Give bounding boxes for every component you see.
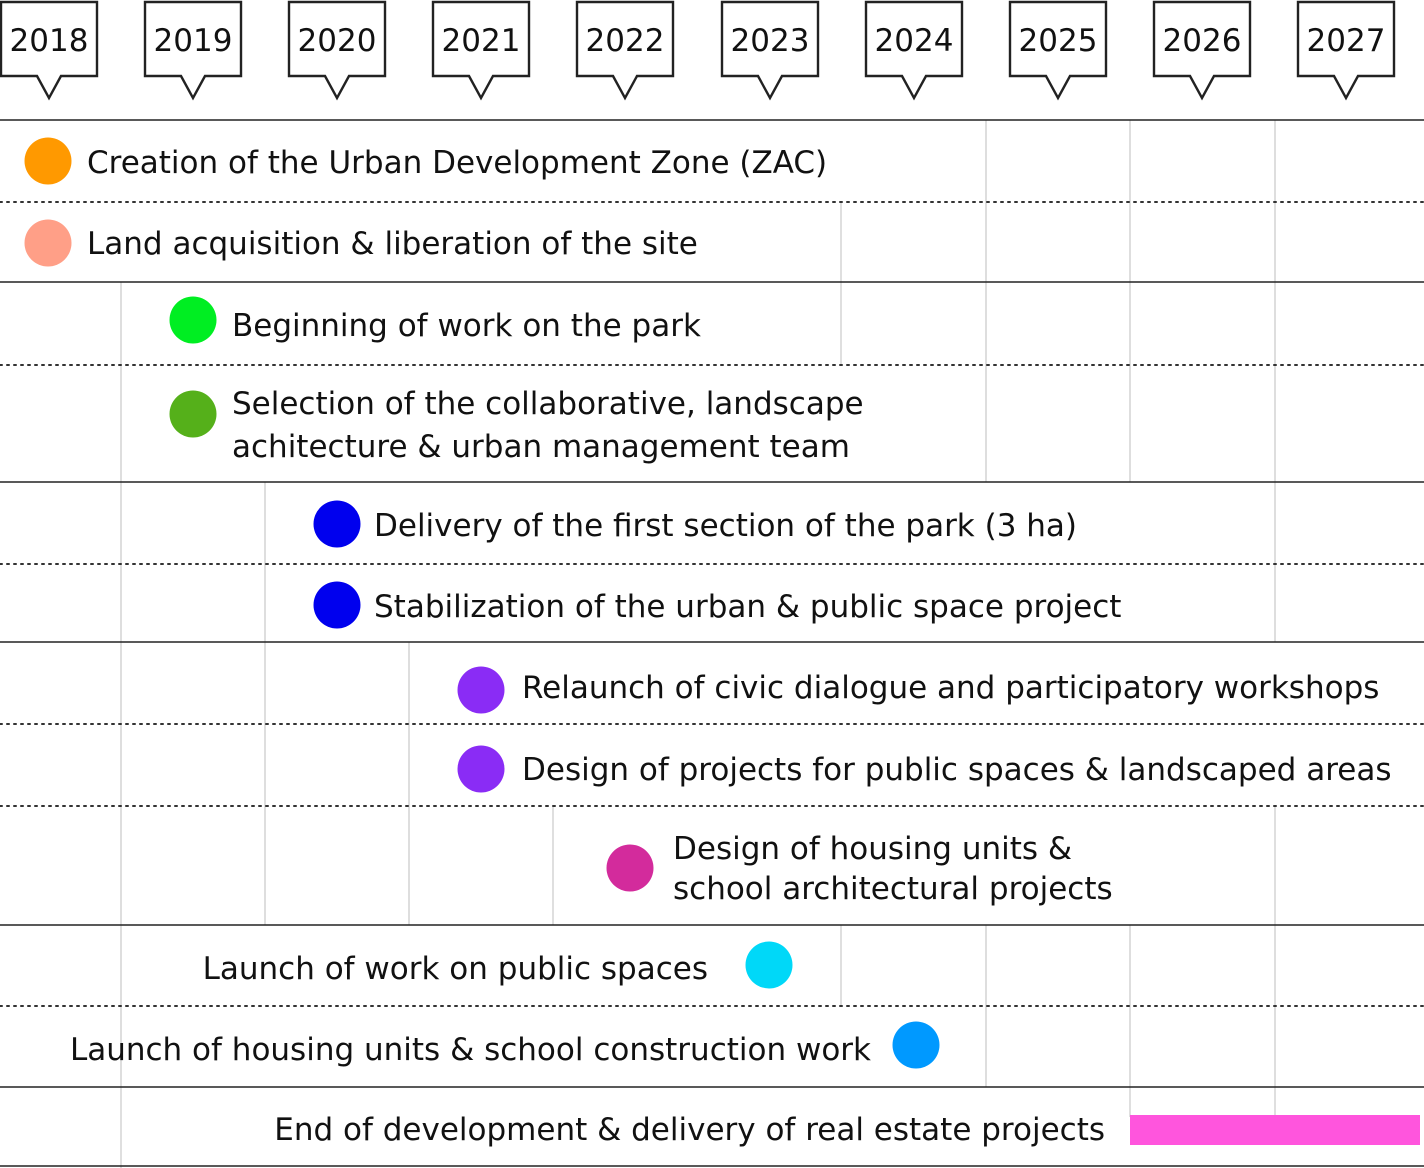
milestone-dot xyxy=(169,390,217,438)
year-marker-2024: 2024 xyxy=(864,0,964,101)
milestone-label: Selection of the collaborative, landscap… xyxy=(232,386,864,422)
year-callout-box xyxy=(1152,0,1252,101)
year-marker-2019: 2019 xyxy=(143,0,243,101)
year-callout-box xyxy=(287,0,387,101)
year-label: 2021 xyxy=(442,23,521,59)
year-label: 2023 xyxy=(731,23,810,59)
year-marker-2025: 2025 xyxy=(1008,0,1108,101)
milestone-row: Selection of the collaborative, landscap… xyxy=(169,386,864,465)
milestone-label: Design of projects for public spaces & l… xyxy=(522,752,1391,788)
year-marker-2020: 2020 xyxy=(287,0,387,101)
milestone-dot xyxy=(457,666,505,714)
milestone-dot xyxy=(745,941,793,989)
milestone-row: Design of housing units & school architec… xyxy=(606,831,1113,907)
year-label: 2024 xyxy=(875,23,954,59)
milestone-dot xyxy=(457,745,505,793)
year-label: 2019 xyxy=(154,23,233,59)
milestone-row: Land acquisition & liberation of the sit… xyxy=(24,219,698,267)
year-callout-box xyxy=(1008,0,1108,101)
milestone-row: Design of projects for public spaces & l… xyxy=(457,745,1391,793)
year-label: 2018 xyxy=(10,23,89,59)
milestone-label: Design of housing units & xyxy=(673,831,1072,867)
milestone-row: End of development & delivery of real es… xyxy=(274,1112,1420,1148)
milestone-label: Launch of housing units & school constru… xyxy=(70,1032,871,1068)
milestone-row: Beginning of work on the park xyxy=(169,296,701,344)
year-marker-2022: 2022 xyxy=(575,0,675,101)
year-callout-box xyxy=(431,0,531,101)
year-label: 2027 xyxy=(1307,23,1386,59)
milestone-row: Stabilization of the urban & public spac… xyxy=(313,581,1121,629)
year-marker-2018: 2018 xyxy=(0,0,99,101)
year-callout-box xyxy=(864,0,964,101)
milestone-label: Launch of work on public spaces xyxy=(203,951,708,987)
milestone-row: Delivery of the first section of the par… xyxy=(313,500,1077,548)
milestone-label: Creation of the Urban Development Zone (… xyxy=(87,145,827,181)
year-callout-box xyxy=(143,0,243,101)
milestone-dot xyxy=(24,219,72,267)
year-callout-box xyxy=(0,0,99,101)
year-label: 2025 xyxy=(1019,23,1098,59)
year-marker-2027: 2027 xyxy=(1296,0,1396,101)
milestone-label: Relaunch of civic dialogue and participa… xyxy=(522,670,1379,706)
milestone-label: Stabilization of the urban & public spac… xyxy=(374,589,1121,625)
milestone-dot xyxy=(313,581,361,629)
milestone-label: school architectural projects xyxy=(673,871,1113,907)
milestone-dot xyxy=(24,137,72,185)
milestone-row: Relaunch of civic dialogue and participa… xyxy=(457,666,1379,714)
milestone-dot xyxy=(313,500,361,548)
milestone-label: Land acquisition & liberation of the sit… xyxy=(87,226,698,262)
milestone-dot xyxy=(169,296,217,344)
year-label: 2026 xyxy=(1163,23,1242,59)
year-callout-box xyxy=(575,0,675,101)
year-callout-box xyxy=(720,0,820,101)
year-callout-box xyxy=(1296,0,1396,101)
milestone-row: Launch of work on public spaces xyxy=(203,941,793,989)
milestone-row: Launch of housing units & school constru… xyxy=(70,1021,940,1069)
milestone-label: End of development & delivery of real es… xyxy=(274,1112,1105,1148)
year-label: 2020 xyxy=(298,23,377,59)
year-marker-2021: 2021 xyxy=(431,0,531,101)
year-marker-2023: 2023 xyxy=(720,0,820,101)
year-label: 2022 xyxy=(586,23,665,59)
milestone-dot xyxy=(892,1021,940,1069)
delivery-period-bar xyxy=(1130,1115,1420,1145)
milestone-label: Delivery of the first section of the par… xyxy=(374,508,1077,544)
milestone-row: Creation of the Urban Development Zone (… xyxy=(24,137,827,185)
milestone-dot xyxy=(606,844,654,892)
year-marker-2026: 2026 xyxy=(1152,0,1252,101)
milestone-label: Beginning of work on the park xyxy=(232,308,701,344)
milestone-label: achitecture & urban management team xyxy=(232,429,850,465)
